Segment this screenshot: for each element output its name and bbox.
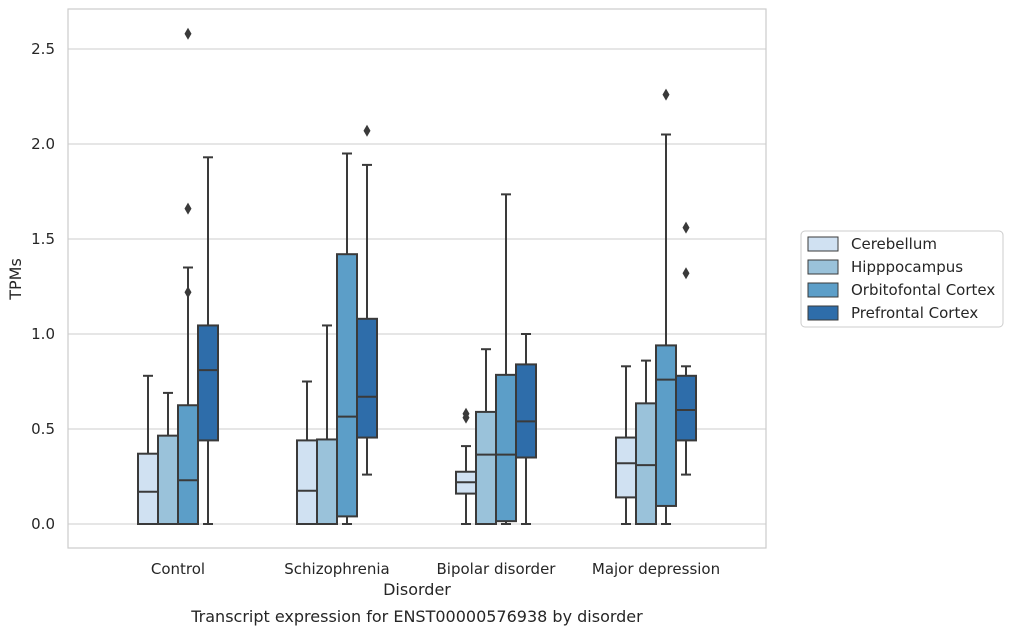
y-tick-label: 1.5 <box>31 230 55 248</box>
box-0-3 <box>615 365 637 525</box>
outlier-point <box>682 221 690 234</box>
box-1-0 <box>157 391 179 525</box>
legend-label: Prefrontal Cortex <box>851 304 978 322</box>
legend-swatch <box>807 236 839 252</box>
box-iqr <box>296 439 318 525</box>
box-2-0 <box>177 27 199 525</box>
outlier-point <box>682 267 690 280</box>
box-2-3 <box>655 88 677 525</box>
box-0-0 <box>137 374 159 526</box>
y-axis-ticks: 0.0 0.5 1.0 1.5 2.0 2.5 <box>31 40 55 533</box>
box-3-2 <box>515 333 537 525</box>
box-iqr <box>655 344 677 507</box>
box-iqr <box>197 324 219 442</box>
box-iqr <box>157 434 179 525</box>
box-iqr <box>495 373 517 523</box>
outlier-point <box>184 202 192 215</box>
legend-label: Cerebellum <box>851 235 937 253</box>
legend-swatch <box>807 259 839 275</box>
x-tick-label: Control <box>151 560 205 578</box>
box-1-2 <box>475 348 497 525</box>
plot-area <box>137 27 697 526</box>
outlier-point <box>184 286 192 299</box>
box-2-2 <box>495 193 517 525</box>
box-iqr <box>137 452 159 526</box>
box-0-1 <box>296 380 318 525</box>
plot-frame <box>67 8 767 549</box>
box-3-3 <box>675 221 697 476</box>
outlier-point <box>662 88 670 101</box>
box-iqr <box>356 317 378 439</box>
box-0-2 <box>455 407 477 525</box>
legend-label: Hipppocampus <box>851 258 963 276</box>
x-axis-ticks: Control Schizophrenia Bipolar disorder Majo… <box>151 560 720 578</box>
legend-frame <box>800 230 1004 328</box>
box-iqr <box>515 363 537 459</box>
box-3-1 <box>356 124 378 476</box>
outlier-point <box>462 407 470 420</box>
outlier-point <box>363 124 371 137</box>
box-iqr <box>675 374 697 442</box>
x-tick-label: Schizophrenia <box>284 560 389 578</box>
box-3-0 <box>197 156 219 525</box>
box-iqr <box>336 253 358 518</box>
x-axis-label: Disorder <box>383 580 451 599</box>
y-tick-label: 0.5 <box>31 420 55 438</box>
y-tick-label: 2.5 <box>31 40 55 58</box>
box-1-3 <box>635 359 657 526</box>
y-tick-label: 1.0 <box>31 325 55 343</box>
x-tick-label: Major depression <box>592 560 720 578</box>
outlier-point <box>184 27 192 40</box>
box-iqr <box>615 436 637 499</box>
y-tick-label: 2.0 <box>31 135 55 153</box>
y-axis-label: TPMs <box>6 258 25 301</box>
box-iqr <box>475 410 497 525</box>
y-tick-label: 0.0 <box>31 515 55 533</box>
legend-swatch <box>807 305 839 321</box>
box-iqr <box>177 404 199 525</box>
box-2-1 <box>336 152 358 525</box>
x-tick-label: Bipolar disorder <box>437 560 557 578</box>
legend-swatch <box>807 282 839 298</box>
legend-label: Orbitofontal Cortex <box>851 281 995 299</box>
box-iqr <box>635 402 657 526</box>
box-1-1 <box>316 324 338 526</box>
box-iqr <box>316 438 338 526</box>
chart-caption: Transcript expression for ENST0000057693… <box>190 607 643 626</box>
legend: Cerebellum Hipppocampus Orbitofontal Corte… <box>800 230 1004 328</box>
